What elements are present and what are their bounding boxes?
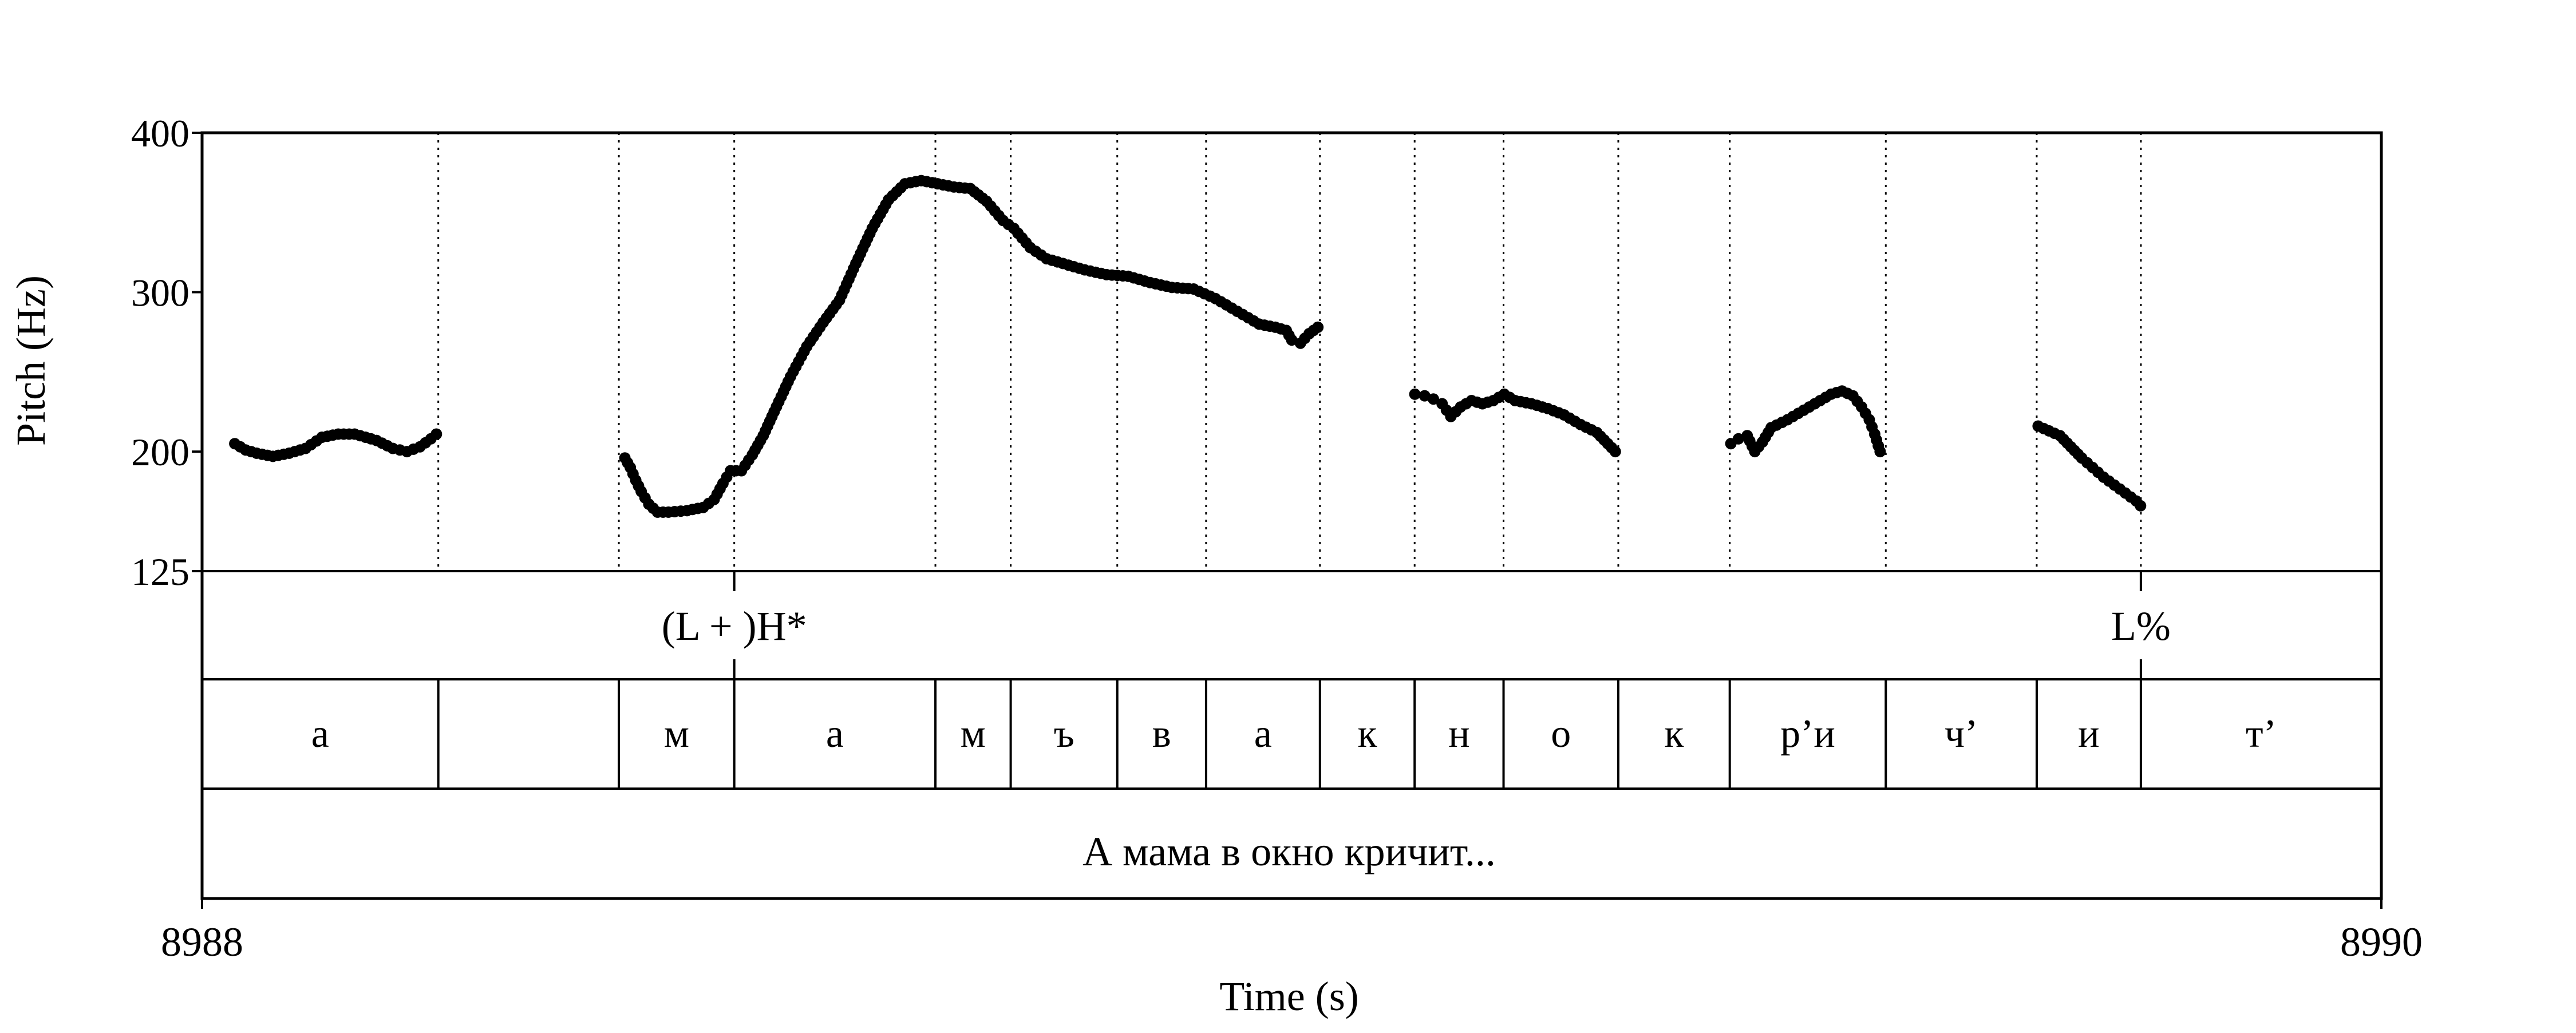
x-axis-label: Time (s) xyxy=(1219,973,1358,1019)
segment-label: а xyxy=(826,712,844,756)
tone-label: (L + )H* xyxy=(662,603,807,649)
segment-label: р’и xyxy=(1780,712,1835,756)
tone-label: L% xyxy=(2111,603,2171,649)
pitch-point xyxy=(2135,500,2147,512)
utterance-text: А мама в окно кричит... xyxy=(1082,829,1496,874)
pitch-point xyxy=(1286,334,1298,346)
segment-label: к xyxy=(1664,712,1684,756)
pitch-point xyxy=(1419,390,1431,402)
segment-label: а xyxy=(1254,712,1272,756)
segment-label: н xyxy=(1448,712,1469,756)
pitch-point xyxy=(1428,393,1439,405)
x-tick-label: 8990 xyxy=(2340,919,2423,965)
pitch-contour xyxy=(1409,388,1621,458)
segment-label: м xyxy=(664,712,689,756)
pitch-point xyxy=(1874,446,1886,458)
plot-frame xyxy=(200,131,2383,900)
boundary-lines xyxy=(437,133,2142,571)
segment-label: и xyxy=(2078,712,2099,756)
segment-label: а xyxy=(311,712,329,756)
pitch-point xyxy=(1409,388,1421,400)
y-tick-label: 125 xyxy=(131,550,189,593)
pitch-point xyxy=(430,428,442,440)
pitch-contour xyxy=(619,175,1324,518)
segment-label: о xyxy=(1551,712,1571,756)
pitch-contour xyxy=(229,428,442,462)
pitch-point xyxy=(1312,321,1324,333)
pitch-point xyxy=(1609,446,1621,458)
pitch-contour xyxy=(1725,385,1886,458)
y-tick-label: 400 xyxy=(131,112,189,155)
pitch-points xyxy=(229,175,2147,518)
pitch-contour xyxy=(2032,420,2147,512)
segment-label: в xyxy=(1152,712,1171,756)
y-axis-label: Pitch (Hz) xyxy=(8,275,54,446)
segment-label: ч’ xyxy=(1945,712,1978,756)
labels: Pitch (Hz) Time (s) А мама в окно кричит… xyxy=(8,112,2423,1019)
y-tick-label: 300 xyxy=(131,271,189,315)
segment-label: т’ xyxy=(2246,712,2277,756)
pitch-point xyxy=(1732,433,1744,445)
segment-label: к xyxy=(1358,712,1378,756)
segment-label: м xyxy=(961,712,986,756)
y-tick-label: 200 xyxy=(131,430,189,474)
segment-label: ъ xyxy=(1054,712,1074,756)
x-tick-label: 8988 xyxy=(161,919,243,965)
tier-frames xyxy=(192,131,2383,909)
